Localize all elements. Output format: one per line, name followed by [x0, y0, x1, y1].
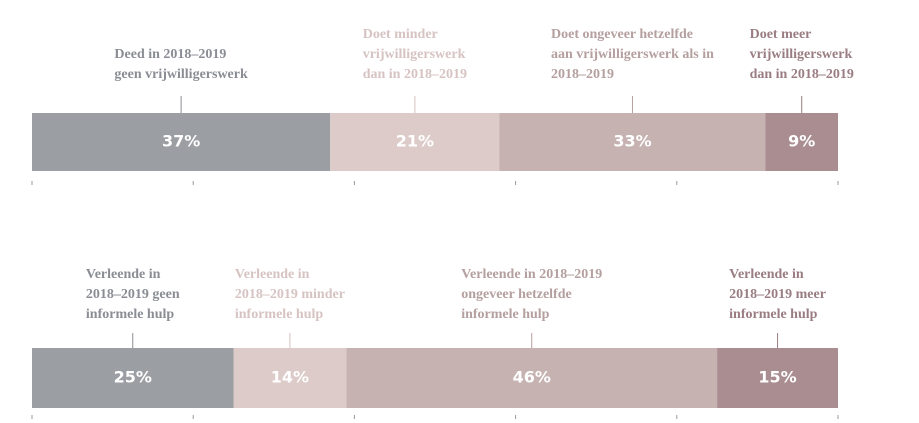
bar-segment — [233, 348, 347, 408]
value-label: 15% — [758, 368, 796, 387]
segment-label-line: dan in 2018–2019 — [363, 67, 467, 82]
bar-segment — [765, 113, 838, 171]
bar-segment — [32, 348, 234, 408]
segment-label: Doet ongeveer hetzelfde aan vrijwilligers… — [551, 27, 714, 82]
segment-label-line: informele hulp — [461, 307, 549, 322]
segment-label-line: Deed in 2018–2019 — [114, 47, 226, 62]
segment-label-line: 2018–2019 minder — [235, 287, 345, 302]
value-label: 21% — [396, 132, 434, 151]
value-label: 46% — [513, 368, 551, 387]
segment-label: Deed in 2018–2019 geen vrijwilligerswerk — [114, 47, 248, 82]
segment-label: Doet meer vrijwilligerswerk dan in 2018–20… — [750, 27, 854, 82]
bar-segment — [32, 113, 331, 171]
segment-label-line: informele hulp — [86, 307, 174, 322]
value-label: 14% — [271, 368, 309, 387]
value-label: 37% — [162, 132, 200, 151]
segment-label: Verleende in 2018–2019 geen informele hulp — [86, 267, 180, 322]
segment-label-line: Doet minder — [363, 27, 438, 42]
segment-label-line: informele hulp — [235, 307, 323, 322]
value-label: 25% — [114, 368, 152, 387]
bar-segment — [346, 348, 718, 408]
value-label: 33% — [613, 132, 651, 151]
segment-label-line: Verleende in — [86, 267, 161, 282]
segment-label-line: vrijwilligerswerk — [750, 47, 853, 62]
value-label: 9% — [788, 132, 815, 151]
bar-segment — [499, 113, 766, 171]
segment-label-line: aan vrijwilligerswerk als in — [551, 47, 714, 62]
bar-segment — [330, 113, 500, 171]
segment-label-line: vrijwilligerswerk — [363, 47, 466, 62]
segment-label: Verleende in 2018–2019 minder informele hu… — [235, 267, 345, 322]
segment-label-line: informele hulp — [729, 307, 817, 322]
segment-label-line: Verleende in — [729, 267, 804, 282]
segment-label: Verleende in 2018–2019 ongeveer hetzelfde… — [461, 267, 602, 322]
segment-label: Doet minder vrijwilligerswerk dan in 2018–… — [363, 27, 467, 82]
segment-label-line: Verleende in 2018–2019 — [461, 267, 602, 282]
segment-label-line: Verleende in — [235, 267, 310, 282]
segment-label-line: dan in 2018–2019 — [750, 67, 854, 82]
segment-label: Verleende in 2018–2019 meer informele hulp — [729, 267, 826, 322]
segment-label-line: 2018–2019 — [551, 67, 614, 82]
bar-segment — [717, 348, 838, 408]
segment-label-line: Doet meer — [750, 27, 812, 42]
segment-label-line: 2018–2019 meer — [729, 287, 826, 302]
segment-label-line: ongeveer hetzelfde — [461, 287, 572, 302]
segment-label-line: Doet ongeveer hetzelfde — [551, 27, 693, 42]
segment-label-line: geen vrijwilligerswerk — [114, 67, 248, 82]
segment-label-line: 2018–2019 geen — [86, 287, 180, 302]
